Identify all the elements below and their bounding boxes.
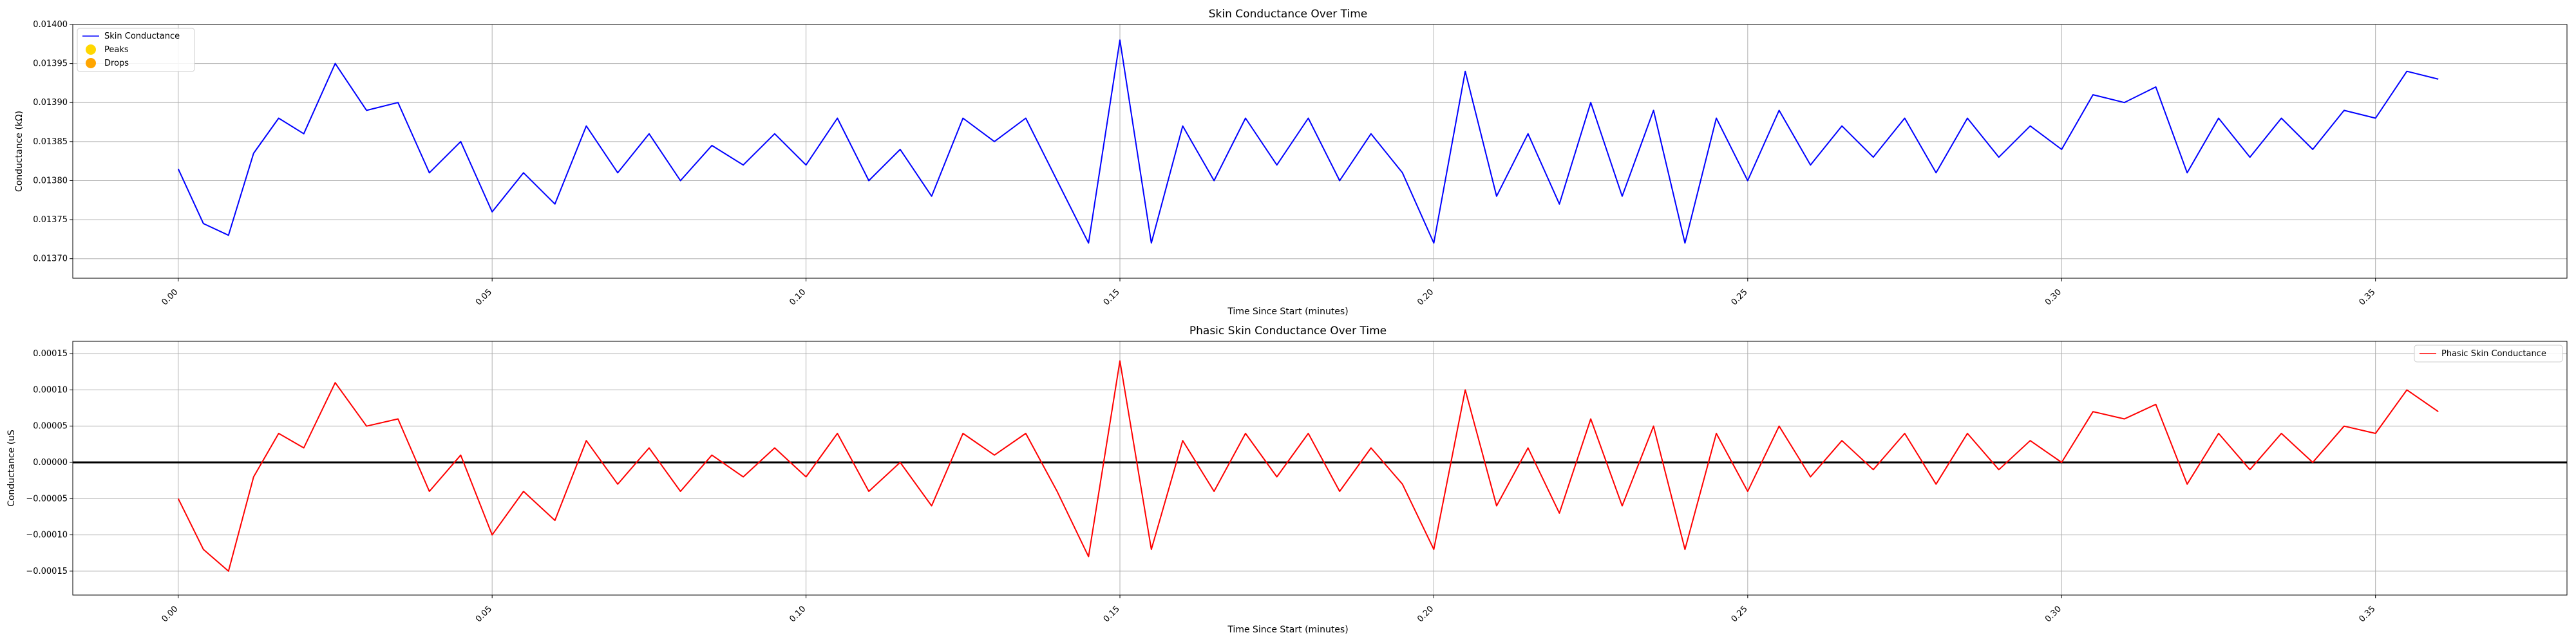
grid bbox=[73, 341, 2567, 595]
y-axis-label: Conductance (uS bbox=[6, 430, 17, 507]
legend-box bbox=[2414, 345, 2563, 363]
y-tick-label: −0.00010 bbox=[26, 531, 68, 540]
chart-title: Phasic Skin Conductance Over Time bbox=[1189, 325, 1387, 337]
y-tick-label: 0.00010 bbox=[33, 385, 68, 395]
y-tick-label: 0.00005 bbox=[33, 422, 68, 431]
legend-label-drops: Drops bbox=[104, 59, 129, 68]
y-tick-label: 0.01390 bbox=[33, 98, 68, 108]
legend: Phasic Skin Conductance bbox=[2414, 345, 2563, 363]
x-axis-label: Time Since Start (minutes) bbox=[1227, 307, 1348, 317]
legend-swatch-drops bbox=[86, 58, 96, 68]
x-axis-label: Time Since Start (minutes) bbox=[1227, 625, 1348, 635]
chart-title: Skin Conductance Over Time bbox=[1209, 8, 1367, 21]
series-lines bbox=[177, 360, 2439, 572]
series-line-phasic-skin-conductance bbox=[177, 360, 2439, 572]
y-tick-label: −0.00005 bbox=[26, 494, 68, 504]
phasic-skin-conductance-chart: Phasic Skin Conductance Over Time 0.00 0.… bbox=[6, 325, 2568, 635]
series-lines bbox=[177, 39, 2439, 244]
y-tick-label: 0.01395 bbox=[33, 59, 68, 69]
y-tick-label: −0.00015 bbox=[26, 567, 68, 576]
legend: Skin Conductance Peaks Drops bbox=[77, 28, 195, 72]
legend-box bbox=[77, 28, 195, 72]
y-tick-label: 0.01370 bbox=[33, 254, 68, 264]
plot-frame bbox=[72, 24, 2568, 279]
y-tick-label: 0.01400 bbox=[33, 20, 68, 30]
y-tick-label: 0.01380 bbox=[33, 176, 68, 185]
legend-label-phasic-skin-conductance: Phasic Skin Conductance bbox=[2441, 349, 2546, 359]
series-line-skin-conductance bbox=[177, 39, 2439, 244]
plot-frame bbox=[72, 341, 2568, 596]
legend-label-skin-conductance: Skin Conductance bbox=[104, 32, 180, 41]
skin-conductance-chart: Skin Conductance Over Time 0.00 0.05 0.10 0… bbox=[14, 8, 2568, 317]
y-tick-label: 0.00015 bbox=[33, 349, 68, 359]
y-tick-label: 0.01375 bbox=[33, 215, 68, 225]
y-tick-label: 0.00000 bbox=[33, 458, 68, 468]
y-axis-label: Conductance (kΩ) bbox=[14, 111, 24, 192]
y-tick-label: 0.01385 bbox=[33, 137, 68, 147]
legend-swatch-peaks bbox=[86, 44, 96, 55]
legend-label-peaks: Peaks bbox=[104, 45, 129, 55]
tick-labels: 0.00 0.05 0.10 0.15 0.20 0.25 0.30 0.35−0.00015… bbox=[26, 349, 2377, 624]
